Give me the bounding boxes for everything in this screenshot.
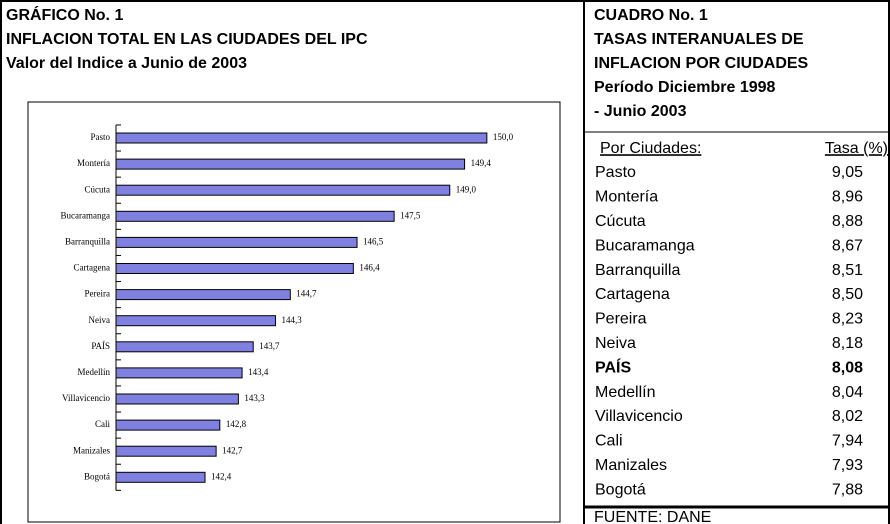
bar [115, 341, 254, 353]
city-name: PAÍS [595, 357, 631, 376]
city-name: Neiva [595, 335, 636, 352]
category-label: Neiva [89, 315, 111, 325]
city-name: Bogotá [595, 481, 646, 498]
rate: 7,88 [832, 481, 863, 498]
category-label: Villavicencio [62, 393, 110, 403]
city-name: Pereira [595, 311, 647, 328]
category-label: Bucaramanga [61, 210, 110, 220]
category-label: Manizales [73, 445, 110, 455]
rate: 8,67 [832, 237, 863, 254]
value-label: 146,4 [359, 263, 380, 273]
bar [115, 393, 239, 405]
bar [115, 445, 217, 457]
city-name: Villavicencio [595, 408, 683, 425]
column-header: Por Ciudades: [600, 140, 701, 157]
bar [115, 263, 354, 274]
rate: 8,50 [832, 286, 863, 303]
bar [115, 289, 291, 301]
rate: 8,23 [832, 311, 863, 328]
table-title-line: TASAS INTERANUALES DE [594, 31, 804, 48]
value-label: 144,7 [296, 289, 317, 299]
category-label: Bogotá [84, 471, 110, 481]
city-name: Manizales [595, 457, 667, 474]
value-label: 143,3 [244, 393, 265, 403]
bar [115, 236, 358, 248]
value-label: 146,5 [363, 236, 384, 246]
city-name: Cartagena [595, 286, 670, 303]
value-label: 147,5 [400, 210, 421, 220]
value-label: 144,3 [281, 315, 302, 325]
category-label: PAÍS [91, 341, 110, 351]
city-name: Pasto [595, 164, 636, 181]
source-note: FUENTE: DANE [594, 509, 711, 524]
rate: 8,18 [832, 335, 863, 352]
value-label: 150,0 [493, 132, 514, 142]
rate: 9,05 [832, 164, 863, 181]
header-line: INFLACION TOTAL EN LAS CIUDADES DEL IPC [6, 31, 368, 48]
chart-box [27, 101, 561, 523]
bar [115, 210, 395, 222]
header-line: GRÁFICO No. 1 [6, 5, 123, 24]
city-name: Cúcuta [595, 213, 646, 230]
category-label: Pasto [90, 132, 110, 142]
header-line: Valor del Indice a Junio de 2003 [6, 55, 247, 72]
table-title-line: - Junio 2003 [594, 103, 687, 120]
rate: 8,08 [832, 359, 863, 376]
value-label: 142,7 [222, 445, 243, 455]
rate: 8,04 [832, 384, 863, 401]
category-label: Cartagena [74, 263, 110, 273]
value-label: 142,4 [211, 471, 232, 481]
category-label: Barranquilla [65, 236, 110, 246]
bar [115, 315, 276, 327]
value-label: 149,4 [471, 158, 492, 168]
bar [115, 184, 451, 196]
table-title-line: CUADRO No. 1 [594, 7, 708, 24]
rate: 8,51 [832, 262, 863, 279]
rate: 7,94 [832, 433, 863, 450]
bar [115, 132, 488, 144]
rate: 8,02 [832, 408, 863, 425]
city-name: Cali [595, 433, 623, 450]
bar [115, 419, 221, 431]
table-title-line: Período Diciembre 1998 [594, 79, 776, 96]
category-label: Cúcuta [85, 184, 111, 194]
bar [115, 471, 206, 483]
category-label: Pereira [85, 289, 110, 299]
city-name: Bucaramanga [595, 237, 695, 254]
city-name: Barranquilla [595, 262, 680, 279]
table-title-line: INFLACION POR CIUDADES [594, 55, 809, 72]
category-label: Medellín [78, 367, 111, 377]
column-header: Tasa (%) [825, 140, 888, 157]
bar [115, 367, 243, 379]
category-label: Montería [77, 158, 110, 168]
rate: 7,93 [832, 457, 863, 474]
city-name: Montería [595, 189, 658, 206]
rate: 8,96 [832, 189, 863, 206]
city-name: Medellín [595, 384, 655, 401]
rate: 8,88 [832, 213, 863, 230]
value-label: 143,4 [248, 367, 269, 377]
value-label: 143,7 [259, 341, 280, 351]
bar [115, 158, 466, 170]
value-label: 142,8 [226, 419, 247, 429]
value-label: 149,0 [456, 184, 477, 194]
category-label: Cali [95, 419, 110, 429]
